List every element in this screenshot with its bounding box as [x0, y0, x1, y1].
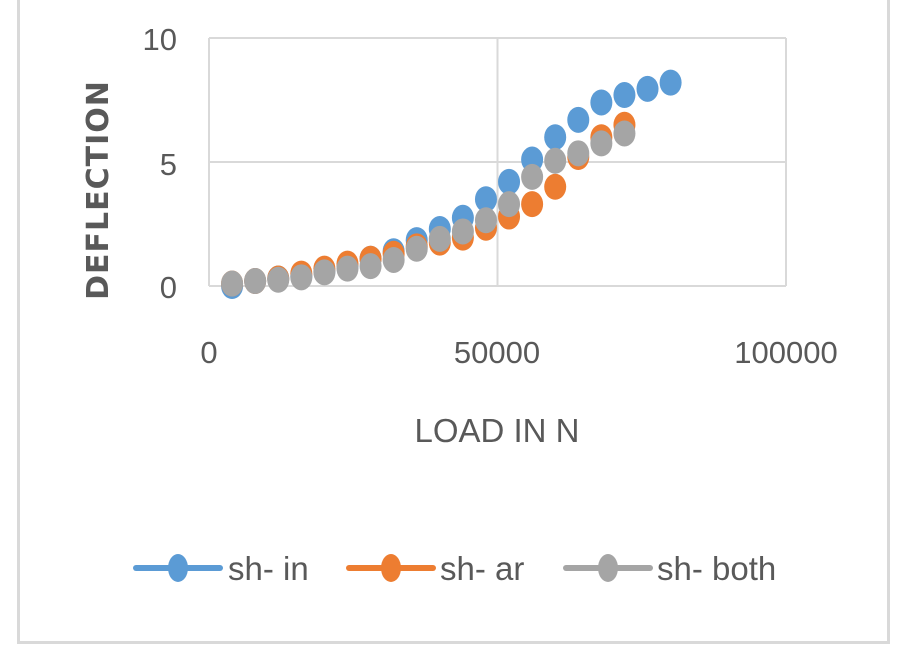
y-tick-5: 5	[160, 147, 177, 182]
data-point	[567, 140, 590, 167]
x-axis-title: LOAD IN N	[414, 412, 579, 449]
legend-label: sh- in	[228, 550, 309, 587]
x-tick-0: 0	[200, 335, 217, 370]
data-series	[221, 69, 682, 299]
data-point	[336, 255, 359, 282]
series-sh-in	[221, 69, 682, 299]
legend-marker-icon	[381, 554, 401, 582]
legend-item-1: sh- ar	[346, 550, 524, 587]
data-point	[428, 225, 451, 252]
data-point	[359, 253, 382, 280]
legend-item-2: sh- both	[563, 550, 776, 587]
x-axis-ticks: 0 50000 100000	[200, 335, 837, 370]
legend-marker-icon	[168, 554, 188, 582]
y-axis-title: DEFLECTION	[81, 80, 116, 300]
gridlines	[208, 37, 787, 287]
x-tick-50000: 50000	[454, 335, 540, 370]
data-point	[659, 69, 682, 96]
data-point	[590, 89, 613, 116]
series-sh-both	[221, 120, 636, 297]
data-point	[567, 106, 590, 133]
legend-item-0: sh- in	[133, 550, 309, 587]
y-tick-0: 0	[160, 270, 177, 305]
data-point	[613, 120, 636, 147]
legend: sh- in sh- ar sh- both	[133, 550, 776, 587]
data-point	[521, 163, 544, 190]
data-point	[221, 270, 244, 297]
data-point	[474, 186, 497, 213]
legend-label: sh- both	[657, 550, 776, 587]
data-point	[267, 266, 290, 293]
data-point	[451, 218, 474, 245]
data-point	[544, 147, 567, 174]
data-point	[498, 168, 521, 195]
data-point	[382, 246, 405, 273]
data-point	[544, 173, 567, 200]
data-point	[544, 124, 567, 151]
x-tick-100000: 100000	[734, 335, 837, 370]
data-point	[244, 268, 267, 295]
data-point	[521, 191, 544, 218]
data-point	[405, 235, 428, 262]
data-point	[613, 82, 636, 109]
legend-marker-icon	[598, 554, 618, 582]
data-point	[636, 75, 659, 102]
data-point	[474, 207, 497, 234]
data-point	[290, 264, 313, 291]
chart-frame	[17, 0, 890, 644]
y-tick-10: 10	[143, 22, 177, 57]
data-point	[313, 259, 336, 286]
data-point	[498, 191, 521, 218]
legend-label: sh- ar	[440, 550, 524, 587]
data-point	[590, 130, 613, 157]
y-axis-ticks: 10 5 0	[143, 22, 177, 305]
